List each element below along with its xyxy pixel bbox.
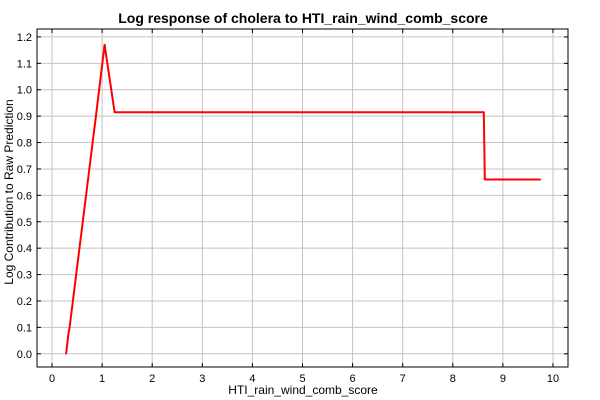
x-tick-label: 6: [350, 373, 356, 385]
data-point: [483, 111, 485, 113]
y-tick-label: 0.7: [17, 164, 32, 176]
data-point: [103, 44, 106, 46]
x-tick-label: 1: [99, 373, 105, 385]
x-tick-label: 5: [299, 373, 305, 385]
x-tick-label: 7: [400, 373, 406, 385]
y-tick-label: 1.1: [17, 58, 32, 70]
x-tick-label: 10: [547, 373, 559, 385]
data-point: [484, 178, 486, 181]
y-axis-label: Log Contribution to Raw Prediction: [2, 99, 16, 284]
data-point: [68, 326, 71, 329]
y-tick-label: 0.2: [17, 296, 32, 308]
axis-ticks: 0 1 2 3 4 5 6 7 8 9 10 0.0 0.1 0.2 0.3 0.4 0.5 0.6 0.7 0.8 0…: [17, 29, 568, 385]
y-tick-label: 0.5: [17, 217, 32, 229]
y-tick-label: 0.6: [17, 190, 32, 202]
grid: [37, 29, 568, 367]
y-tick-label: 0.3: [17, 270, 32, 282]
data-point: [113, 111, 116, 113]
y-tick-label: 1.2: [17, 32, 32, 44]
series-line: [65, 43, 541, 354]
x-tick-label: 4: [249, 373, 255, 385]
y-tick-label: 0.9: [17, 111, 32, 123]
x-tick-label: 2: [149, 373, 155, 385]
data-point: [67, 331, 70, 334]
data-point: [94, 118, 97, 120]
x-tick-label: 3: [199, 373, 205, 385]
series-layer: [65, 43, 542, 355]
data-point: [93, 125, 96, 128]
y-tick-label: 1.0: [17, 85, 32, 97]
data-point: [65, 353, 67, 355]
y-tick-label: 0.0: [17, 349, 32, 361]
y-tick-label: 0.4: [17, 243, 32, 255]
x-axis-label: HTI_rain_wind_comb_score: [228, 383, 378, 397]
y-tick-label: 0.8: [17, 138, 32, 150]
y-tick-label: 0.1: [17, 322, 32, 334]
data-point: [539, 178, 542, 181]
x-tick-label: 0: [49, 373, 55, 385]
x-tick-label: 9: [500, 373, 506, 385]
chart-title: Log response of cholera to HTI_rain_wind…: [118, 10, 488, 26]
x-tick-label: 8: [450, 373, 456, 385]
plot-frame: [36, 28, 569, 368]
